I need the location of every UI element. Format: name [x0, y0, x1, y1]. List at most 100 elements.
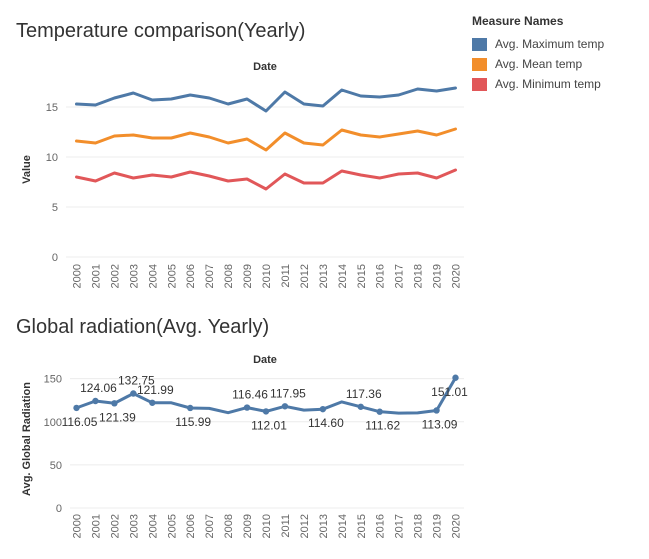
data-point: [433, 407, 440, 414]
x-tick-label: 2011: [280, 264, 292, 288]
legend-swatch-mean: [472, 57, 487, 71]
chart-0: Date Value 0 5 10 15 2000 2001 2002 2003 2004 2005 2…: [21, 61, 464, 288]
x-tick-label: 2005: [166, 514, 178, 538]
data-point: [243, 404, 251, 411]
x-tick-label: 2020: [451, 264, 463, 288]
x-tick-label: 2013: [318, 264, 330, 288]
x-tick-label: 2004: [147, 264, 159, 288]
x-tick-label: 2019: [432, 264, 444, 288]
data-label: 117.36: [346, 387, 382, 401]
data-point: [111, 400, 118, 407]
legend-swatch-min: [472, 77, 487, 91]
x-tick-label: 2008: [223, 264, 235, 288]
data-label: 116.46: [232, 388, 268, 402]
y-axis-title: Value: [21, 155, 33, 184]
data-label: 121.99: [137, 383, 174, 397]
x-tick-label: 2009: [242, 514, 254, 538]
chart-title-radiation: Global radiation(Avg. Yearly): [16, 316, 270, 338]
data-label: 113.09: [422, 417, 458, 431]
x-tick-label: 2006: [185, 514, 197, 538]
data-label: 124.06: [80, 381, 117, 395]
x-tick-label: 2012: [299, 264, 311, 288]
x-tick-label: 2013: [318, 514, 330, 538]
series-line-1: [75, 127, 457, 152]
x-axis-title: Date: [253, 61, 277, 73]
data-point: [130, 390, 137, 397]
series-line-0: [75, 86, 457, 113]
x-tick-label: 2020: [451, 514, 463, 538]
legend-label-max: Avg. Maximum temp: [495, 37, 605, 51]
y-axis-title: Avg. Global Radiation: [21, 382, 33, 496]
x-tick-label: 2003: [128, 514, 140, 538]
data-point: [319, 405, 327, 413]
x-tick-label: 2011: [280, 514, 292, 538]
x-tick-label: 2001: [90, 264, 102, 288]
data-label: 111.62: [365, 419, 400, 433]
legend-item-mean[interactable]: Avg. Mean temp: [472, 54, 604, 74]
x-tick-label: 2002: [109, 264, 121, 288]
legend: Measure Names Avg. Maximum temp Avg. Mea…: [472, 14, 604, 94]
data-label: 117.95: [270, 386, 306, 400]
x-tick-label: 2016: [375, 264, 387, 288]
x-tick-label: 2007: [204, 514, 216, 538]
y-tick-label: 0: [52, 252, 58, 264]
x-tick-label: 2015: [356, 514, 368, 538]
x-tick-label: 2000: [72, 264, 84, 288]
y-tick-label: 100: [44, 417, 62, 429]
data-point: [281, 403, 289, 410]
legend-title: Measure Names: [472, 14, 564, 28]
x-tick-label: 2003: [128, 264, 140, 288]
data-point: [452, 374, 459, 381]
legend-swatch-max: [472, 37, 487, 51]
y-tick-label: 150: [44, 374, 62, 386]
x-tick-label: 2018: [413, 264, 425, 288]
y-tick-label: 50: [50, 460, 62, 472]
x-tick-label: 2008: [223, 514, 235, 538]
y-tick-label: 5: [52, 202, 58, 214]
chart-title-temperature: Temperature comparison(Yearly): [16, 20, 306, 42]
x-tick-label: 2012: [299, 514, 311, 538]
x-tick-label: 2000: [72, 514, 84, 538]
data-point: [149, 399, 156, 406]
x-tick-label: 2019: [432, 514, 444, 538]
data-label: 116.05: [62, 415, 98, 429]
x-tick-label: 2015: [356, 264, 368, 288]
legend-item-min[interactable]: Avg. Minimum temp: [472, 74, 604, 94]
x-tick-label: 2016: [375, 514, 387, 538]
data-label: 121.39: [99, 410, 136, 424]
data-label: 114.60: [308, 416, 344, 430]
x-axis-title: Date: [253, 354, 277, 366]
x-tick-label: 2009: [242, 264, 254, 288]
data-label: 151.01: [431, 385, 468, 399]
x-tick-label: 2005: [166, 264, 178, 288]
x-tick-label: 2006: [185, 264, 197, 288]
y-tick-label: 0: [56, 503, 62, 515]
x-tick-label: 2001: [90, 514, 102, 538]
data-label: 112.01: [251, 418, 287, 432]
data-label: 132.75: [118, 374, 155, 388]
x-tick-label: 2018: [413, 514, 425, 538]
x-tick-label: 2014: [337, 514, 349, 538]
x-tick-label: 2017: [394, 514, 406, 538]
x-tick-label: 2014: [337, 264, 349, 288]
x-tick-label: 2004: [147, 514, 159, 538]
series-line-2: [75, 168, 457, 191]
data-point: [357, 403, 364, 410]
y-tick-label: 15: [46, 102, 58, 114]
y-tick-label: 10: [46, 152, 58, 164]
data-point: [262, 408, 270, 415]
x-tick-label: 2017: [394, 264, 406, 288]
legend-item-max[interactable]: Avg. Maximum temp: [472, 34, 604, 54]
x-tick-label: 2010: [261, 514, 273, 538]
legend-label-min: Avg. Minimum temp: [495, 77, 601, 91]
x-tick-label: 2010: [261, 264, 273, 288]
data-point: [92, 397, 99, 405]
data-point: [73, 404, 80, 412]
x-tick-label: 2007: [204, 264, 216, 288]
data-point: [187, 404, 194, 412]
chart-1: Date Avg. Global Radiation 0 50 100 150 2000 20…: [21, 354, 468, 538]
data-label: 115.99: [175, 415, 211, 429]
x-tick-label: 2002: [109, 514, 121, 538]
data-point: [376, 408, 383, 415]
